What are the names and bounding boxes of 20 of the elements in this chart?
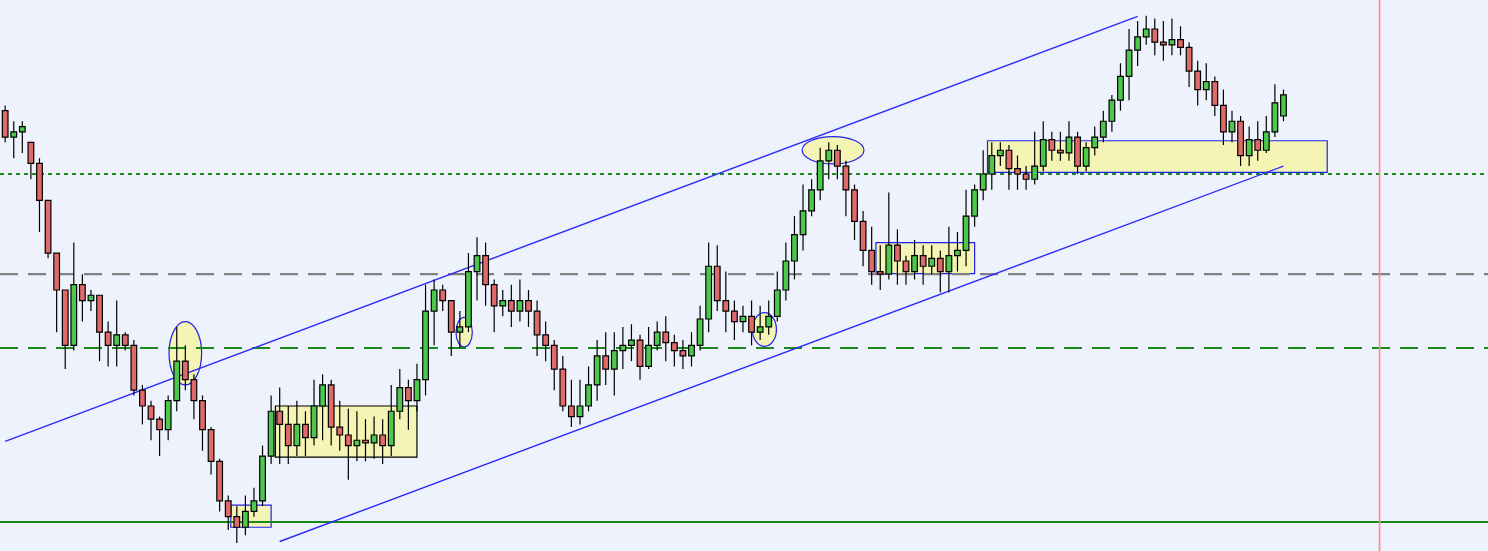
candlestick	[27, 141, 35, 180]
candlestick	[893, 228, 901, 286]
candlestick	[1065, 120, 1073, 162]
candlestick	[147, 400, 155, 441]
candlestick	[902, 255, 910, 286]
candlestick	[1117, 62, 1124, 112]
candlestick	[585, 365, 592, 412]
candlestick	[748, 299, 755, 346]
candlestick	[1280, 89, 1287, 122]
candlestick	[911, 239, 918, 281]
candlestick	[628, 323, 635, 362]
candlestick	[18, 120, 26, 154]
candlestick	[954, 231, 961, 273]
candlestick	[1177, 25, 1184, 56]
candlestick	[1056, 131, 1064, 162]
candlestick	[525, 289, 532, 328]
candlestick	[139, 384, 146, 426]
candlestick	[1014, 154, 1021, 191]
candlestick	[688, 331, 695, 368]
candlestick	[156, 415, 164, 457]
